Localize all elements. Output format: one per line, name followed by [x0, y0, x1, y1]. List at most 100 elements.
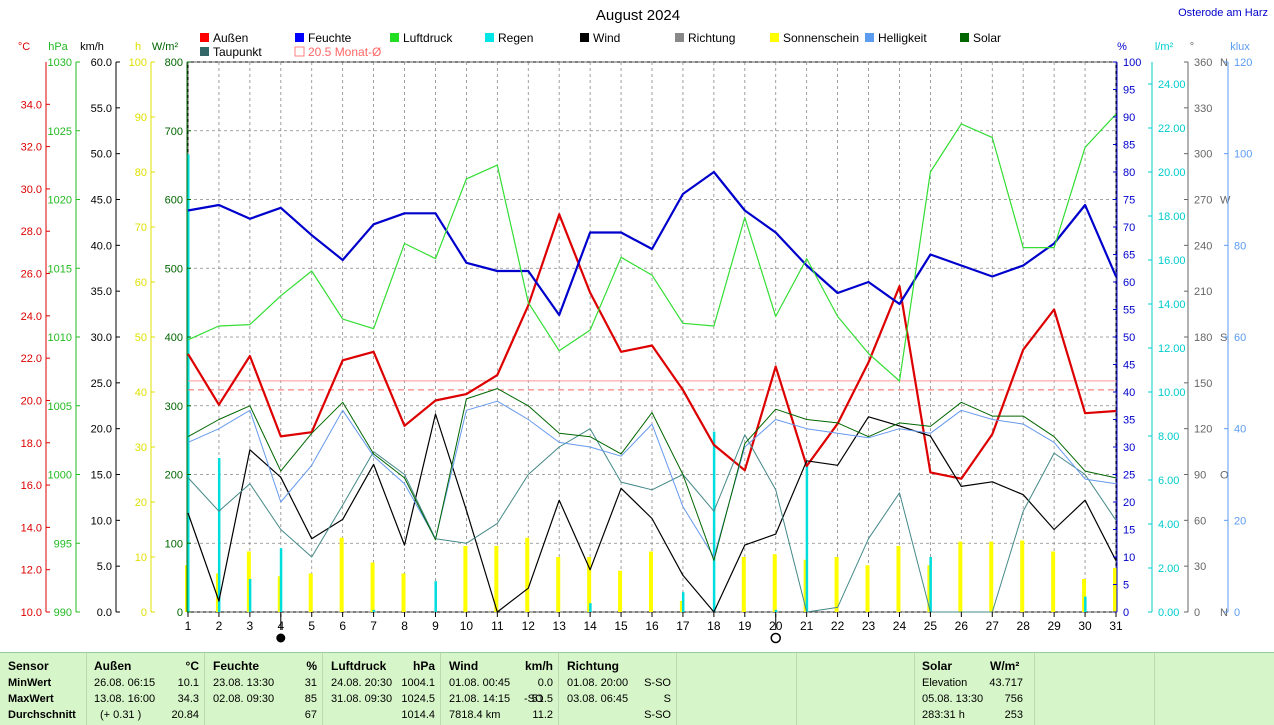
- stats-duration: 283:31 h: [922, 709, 965, 721]
- rain-bar: [805, 462, 809, 612]
- axis-tick-label-dir: 120: [1194, 424, 1212, 436]
- axis-tick-label-solar: 700: [165, 126, 183, 138]
- axis-tick-label-lux: 80: [1234, 240, 1246, 252]
- sunshine-bar: [308, 573, 313, 612]
- axis-tick-label-wind: 45.0: [91, 195, 112, 207]
- axis-tick-label-rain: 2.00: [1158, 563, 1179, 575]
- axis-tick-label-hum: 30: [1123, 442, 1135, 454]
- sunshine-bar: [339, 537, 344, 612]
- x-tick-label: 1: [185, 619, 192, 633]
- stats-value: S: [663, 693, 671, 705]
- axis-tick-label-dir: 150: [1194, 378, 1212, 390]
- x-tick-label: 12: [522, 619, 536, 633]
- sunshine-bar: [958, 541, 963, 612]
- series-line-solar: [187, 388, 1117, 561]
- stats-row-label: MinWert: [8, 677, 52, 689]
- axis-tick-label-solar: 0: [177, 607, 183, 619]
- stats-value: S-SO: [644, 709, 671, 721]
- axis-tick-label-rain: 24.00: [1158, 79, 1186, 91]
- bar-series: [185, 154, 1117, 612]
- stats-value: 85: [304, 693, 317, 705]
- rain-bar: [279, 548, 283, 612]
- compass-label: N: [1220, 57, 1228, 69]
- axis-tick-label-press: 1000: [48, 470, 72, 482]
- axis-tick-label-hum: 15: [1123, 525, 1135, 537]
- stats-time: 01.08. 20:00: [567, 677, 629, 689]
- axis-tick-label-temp: 24.0: [21, 311, 42, 323]
- x-tick-label: 30: [1078, 619, 1092, 633]
- axis-tick-label-temp: 16.0: [21, 480, 42, 492]
- axis-tick-label-rain: 6.00: [1158, 475, 1179, 487]
- stats-label: Elevation: [922, 677, 968, 689]
- stats-wind-dir: -SO: [524, 693, 544, 705]
- axis-tick-label-hum: 85: [1123, 140, 1135, 152]
- axis-tick-label-dir: 30: [1194, 561, 1206, 573]
- axis-tick-label-dir: 360: [1194, 57, 1212, 69]
- stats-time: 02.08. 09:30: [213, 693, 275, 705]
- stats-unit: %: [306, 659, 317, 673]
- x-tick-label: 8: [401, 619, 408, 633]
- stats-unit: W/m²: [990, 659, 1020, 673]
- x-tick-label: 23: [862, 619, 876, 633]
- x-tick-label: 15: [614, 619, 628, 633]
- sunshine-bar: [1051, 551, 1056, 612]
- axis-tick-label-rain: 4.00: [1158, 519, 1179, 531]
- axis-tick-label-rain: 12.00: [1158, 343, 1186, 355]
- full-moon-icon: [770, 632, 781, 644]
- new-moon-icon: [276, 633, 286, 643]
- series-line-wind: [187, 413, 1117, 613]
- stats-row-label: MaxWert: [8, 693, 54, 705]
- axis-tick-label-lux: 20: [1234, 515, 1246, 527]
- stats-value: 10.1: [177, 677, 199, 689]
- axis-tick-label-press: 1025: [48, 126, 72, 138]
- rain-bar: [187, 154, 190, 612]
- stats-time: 01.08. 00:45: [449, 677, 511, 689]
- axis-tick-label-solar: 100: [165, 538, 183, 550]
- x-tick-label: 3: [247, 619, 254, 633]
- series-line-luftdruck: [187, 113, 1117, 382]
- stats-empty-col: [1034, 653, 1155, 725]
- stats-time: 13.08. 16:00: [94, 693, 156, 705]
- chart-title: August 2024: [596, 7, 680, 24]
- axis-tick-label-hum: 35: [1123, 415, 1135, 427]
- rain-bar: [372, 609, 376, 612]
- axis-tick-label-hum: 75: [1123, 195, 1135, 207]
- x-tick-label: 5: [308, 619, 315, 633]
- axis-tick-label-sun: 50: [135, 332, 147, 344]
- axis-tick-label-wind: 60.0: [91, 57, 112, 69]
- sunshine-bar: [649, 551, 653, 612]
- stats-value: 67: [304, 709, 317, 721]
- axis-tick-label-hum: 90: [1123, 112, 1135, 124]
- axis-tick-label-hum: 25: [1123, 470, 1135, 482]
- stats-time: 26.08. 06:15: [94, 677, 156, 689]
- stats-value: 756: [1004, 693, 1023, 705]
- axis-unit-hum: %: [1117, 41, 1127, 53]
- x-tick-label: 2: [216, 619, 223, 633]
- legend-swatch: [200, 33, 209, 42]
- plot-grid: [187, 61, 1117, 613]
- x-tick-label: 9: [432, 619, 439, 633]
- legend-swatch: [675, 33, 684, 42]
- axis-tick-label-temp: 14.0: [21, 522, 42, 534]
- axis-tick-label-solar: 400: [165, 332, 183, 344]
- legend-swatch: [580, 33, 589, 42]
- axis-tick-label-dir: 210: [1194, 286, 1212, 298]
- stats-header: Solar: [922, 659, 953, 673]
- legend-swatch: [200, 47, 209, 56]
- stats-unit: °C: [185, 659, 199, 673]
- stats-row-label: Durchschnitt: [8, 709, 76, 721]
- sunshine-bar: [741, 557, 746, 612]
- compass-label: S: [1220, 332, 1227, 344]
- weather-chart: 1234567891011121314151617181920212223242…: [18, 7, 1268, 644]
- rain-bar: [681, 592, 685, 612]
- sunshine-bar: [494, 546, 499, 612]
- x-tick-label: 26: [955, 619, 969, 633]
- axis-tick-label-rain: 0.00: [1158, 607, 1179, 619]
- x-tick-label: 11: [491, 619, 504, 633]
- sunshine-bar: [1113, 568, 1117, 612]
- legend-swatch: [485, 33, 494, 42]
- stats-header: Wind: [449, 659, 479, 673]
- axis-tick-label-solar: 600: [165, 195, 183, 207]
- stats-richtung-col: Richtung 01.08. 20:00 S-SO 03.08. 06:45 …: [558, 653, 677, 725]
- axis-tick-label-sun: 60: [135, 277, 147, 289]
